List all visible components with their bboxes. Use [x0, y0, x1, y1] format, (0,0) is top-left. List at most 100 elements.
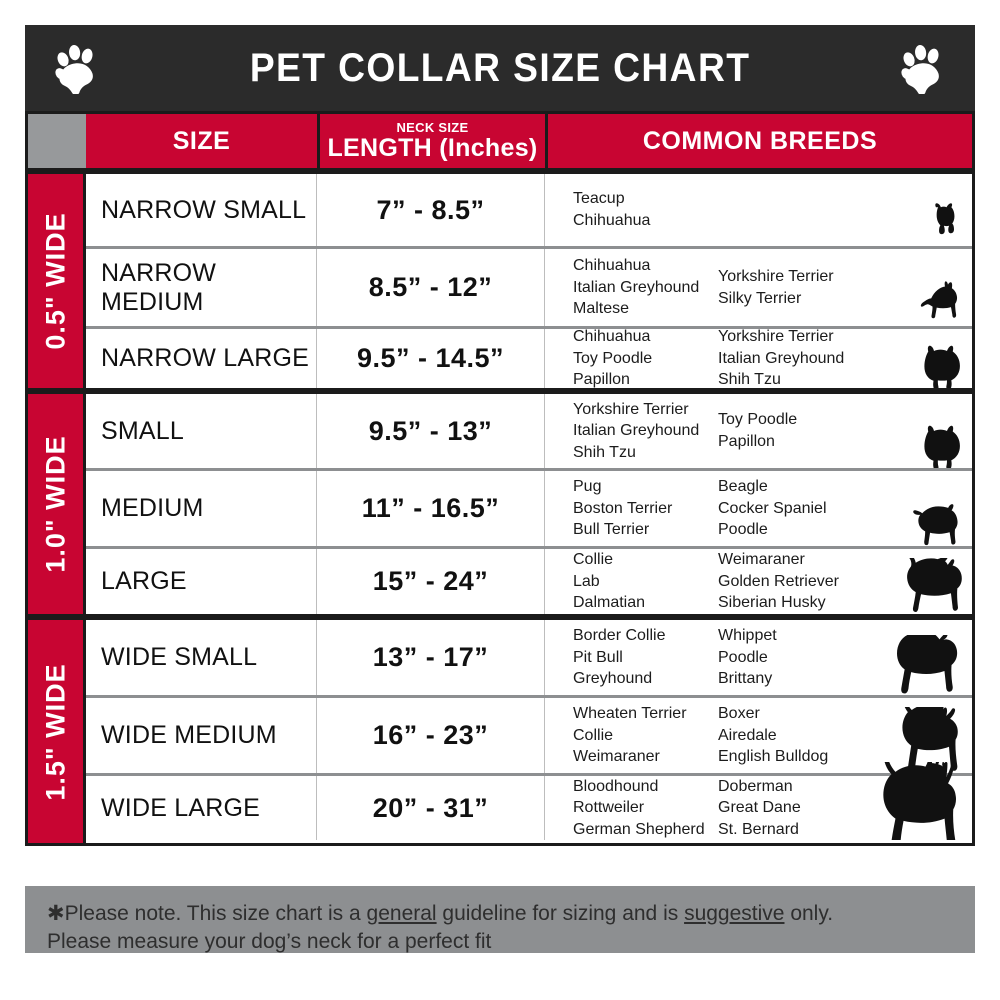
breed-name: Beagle — [718, 478, 768, 496]
size-group: 1.0" WIDE SMALL 9.5” - 13” Yorkshire Terrie… — [25, 391, 975, 617]
breed-column-1: Wheaten Terrier Collie Weimaraner — [573, 703, 718, 768]
breed-name: Shih Tzu — [573, 443, 636, 461]
footer-line-1: ✱Please note. This size chart is a gener… — [47, 900, 975, 928]
breed-column-2: Boxer Airedale English Bulldog — [718, 703, 868, 768]
breed-name: Border Collie — [573, 627, 666, 645]
breed-name: Rottweiler — [573, 799, 645, 817]
footer-text-b: guideline for sizing and is — [436, 902, 685, 925]
breed-name: Brittany — [718, 670, 773, 688]
cell-common-breeds: Teacup Chihuahua — [545, 174, 972, 246]
breed-name: Whippet — [718, 627, 777, 645]
breed-name: Toy Poodle — [573, 349, 653, 367]
breed-name: Pug — [573, 478, 602, 496]
breed-column-1: Collie Lab Dalmatian — [573, 549, 718, 614]
cell-neck-length: 11” - 16.5” — [317, 471, 545, 546]
breed-name: Boston Terrier — [573, 499, 673, 517]
table-row[interactable]: WIDE MEDIUM 16” - 23” Wheaten Terrier Colli… — [86, 695, 972, 773]
cell-neck-length: 8.5” - 12” — [317, 249, 545, 326]
group-rows: SMALL 9.5” - 13” Yorkshire Terrier Italian … — [86, 394, 972, 614]
chart-title-bar: PET COLLAR SIZE CHART — [25, 25, 975, 111]
group-width-text: 0.5" WIDE — [40, 212, 70, 350]
breed-name: Papillon — [718, 433, 775, 450]
breed-name: Weimaraner — [718, 551, 805, 569]
breed-name: Yorkshire Terrier — [718, 328, 834, 346]
cell-neck-length: 7” - 8.5” — [317, 174, 545, 246]
breed-name: Great Dane — [718, 799, 801, 817]
breed-column-2: Yorkshire Terrier Italian Greyhound Shih T… — [718, 326, 868, 391]
breed-name: Boxer — [718, 705, 760, 723]
breed-name: Cocker Spaniel — [718, 499, 827, 517]
breed-column-1: Border Collie Pit Bull Greyhound — [573, 625, 718, 690]
breed-name: Airedale — [718, 726, 777, 744]
table-row[interactable]: NARROW SMALL 7” - 8.5” Teacup Chihuahua — [86, 174, 972, 246]
pet-collar-size-chart: PET COLLAR SIZE CHART SIZE NECK SIZE LEN… — [25, 25, 975, 953]
breed-name: Weimaraner — [573, 748, 660, 766]
cell-neck-length: 20” - 31” — [317, 776, 545, 840]
cell-neck-length: 9.5” - 13” — [317, 394, 545, 468]
table-header-row: SIZE NECK SIZE LENGTH (Inches) COMMON BR… — [25, 111, 975, 171]
header-length-main: LENGTH (Inches) — [327, 133, 538, 162]
breed-name: Bloodhound — [573, 777, 659, 795]
bulldog-silhouette-icon — [888, 635, 966, 695]
table-row[interactable]: NARROW MEDIUM 8.5” - 12” Chihuahua Italian … — [86, 246, 972, 326]
cell-size: WIDE SMALL — [86, 620, 317, 695]
cell-neck-length: 16” - 23” — [317, 698, 545, 773]
table-row[interactable]: WIDE LARGE 20” - 31” Bloodhound Rottweiler G… — [86, 762, 972, 840]
breed-column-1: Chihuahua Toy Poodle Papillon — [573, 326, 718, 391]
breed-column-2: Beagle Cocker Spaniel Poodle — [718, 476, 868, 541]
retriever-silhouette-icon — [890, 558, 966, 614]
table-row[interactable]: NARROW LARGE 9.5” - 14.5” Chihuahua Toy Poo… — [86, 326, 972, 388]
breed-column-1: Teacup Chihuahua — [573, 188, 718, 231]
breed-name: Poodle — [718, 648, 768, 666]
breed-name: Yorkshire Terrier — [573, 400, 689, 418]
table-row[interactable]: LARGE 15” - 24” Collie Lab Dalmatian Weimaran… — [86, 546, 972, 614]
breed-name: Collie — [573, 551, 614, 569]
cell-common-breeds: Bloodhound Rottweiler German Shepherd Dober… — [545, 762, 972, 840]
group-width-label: 1.5" WIDE — [28, 620, 86, 843]
breed-name: Silky Terrier — [718, 289, 802, 307]
table-row[interactable]: SMALL 9.5” - 13” Yorkshire Terrier Italian … — [86, 394, 972, 468]
chihuahua-silhouette-icon — [912, 280, 966, 326]
breed-name: Greyhound — [573, 670, 653, 688]
group-rows: NARROW SMALL 7” - 8.5” Teacup Chihuahua NARR… — [86, 174, 972, 388]
breed-column-1: Chihuahua Italian Greyhound Maltese — [573, 255, 718, 320]
breed-column-1: Pug Boston Terrier Bull Terrier — [573, 476, 718, 541]
cell-neck-length: 13” - 17” — [317, 620, 545, 695]
doberman-silhouette-icon — [870, 762, 966, 840]
cell-size: NARROW LARGE — [86, 329, 317, 388]
table-row[interactable]: MEDIUM 11” - 16.5” Pug Boston Terrier Bull T… — [86, 468, 972, 546]
breed-column-2: Yorkshire Terrier Silky Terrier — [718, 266, 868, 309]
footer-underline-suggestive: suggestive — [684, 902, 785, 925]
cell-size: MEDIUM — [86, 471, 317, 546]
cell-common-breeds: Collie Lab Dalmatian Weimaraner Golden Retri… — [545, 549, 972, 614]
cell-common-breeds: Border Collie Pit Bull Greyhound Whippet Poo… — [545, 620, 972, 695]
breed-name: Chihuahua — [573, 212, 651, 229]
breed-column-2: Toy Poodle Papillon — [718, 409, 868, 452]
breed-column-1: Yorkshire Terrier Italian Greyhound Shih T… — [573, 399, 718, 464]
header-length-sublabel: NECK SIZE — [396, 119, 469, 135]
cell-common-breeds: Pug Boston Terrier Bull Terrier Beagle Cocke… — [545, 471, 972, 546]
breed-name: Lab — [573, 572, 600, 590]
breed-name: Collie — [573, 726, 614, 744]
breed-name: Toy Poodle — [718, 411, 798, 429]
cell-neck-length: 9.5” - 14.5” — [317, 329, 545, 388]
breed-name: German Shepherd — [573, 820, 705, 838]
breed-name: Maltese — [573, 300, 630, 318]
cell-neck-length: 15” - 24” — [317, 549, 545, 614]
boxer-silhouette-icon — [892, 707, 966, 773]
breed-name: Shih Tzu — [718, 371, 781, 389]
cell-common-breeds: Chihuahua Toy Poodle Papillon Yorkshire Ter… — [545, 326, 972, 391]
cell-size: SMALL — [86, 394, 317, 468]
cell-size: LARGE — [86, 549, 317, 614]
breed-name: Doberman — [718, 777, 793, 795]
cell-size: NARROW MEDIUM — [86, 249, 317, 326]
breed-name: Teacup — [573, 190, 625, 208]
breed-name: English Bulldog — [718, 748, 829, 766]
group-width-text: 1.5" WIDE — [40, 662, 70, 801]
breed-name: Italian Greyhound — [573, 278, 700, 296]
pug-silhouette-icon — [900, 502, 966, 546]
cell-size: NARROW SMALL — [86, 174, 317, 246]
pomeranian-silhouette-icon — [914, 340, 966, 388]
table-row[interactable]: WIDE SMALL 13” - 17” Border Collie Pit Bull… — [86, 620, 972, 695]
pomeranian-silhouette-icon — [914, 420, 966, 468]
